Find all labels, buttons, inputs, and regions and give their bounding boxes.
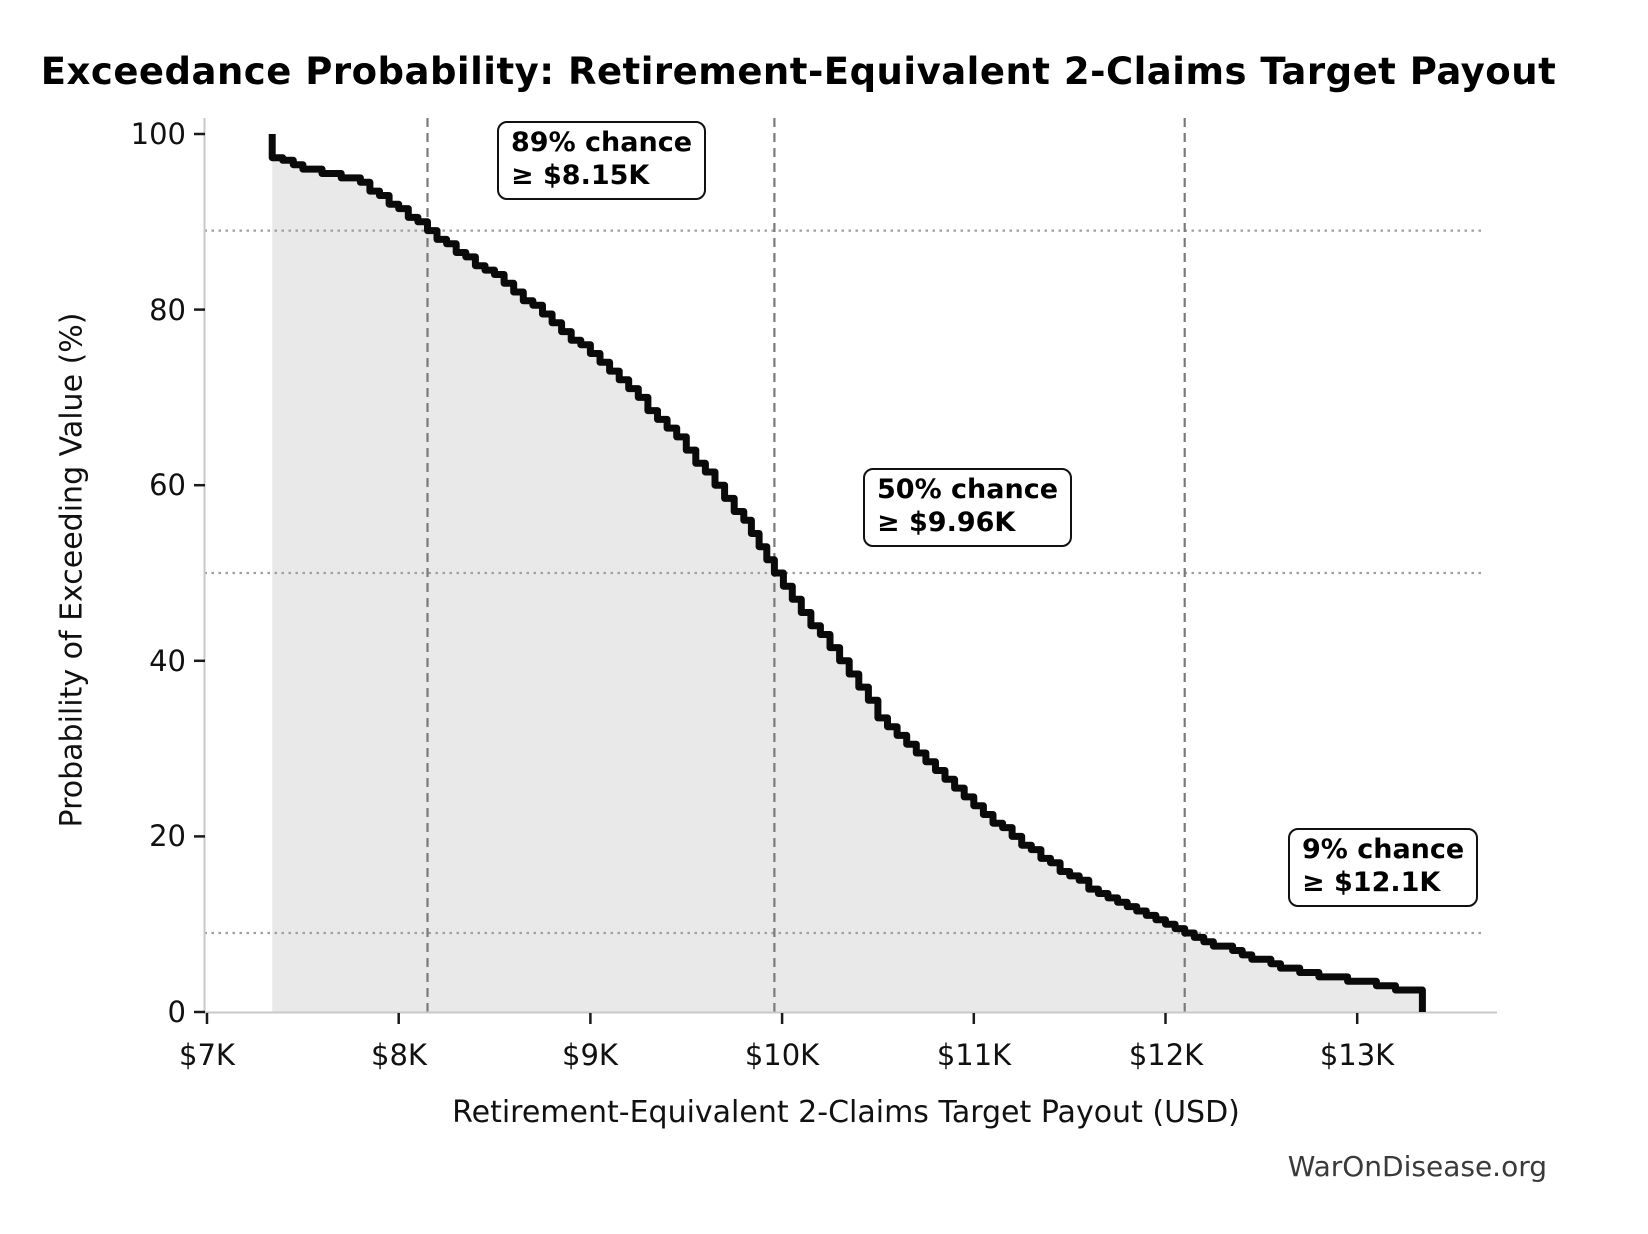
annotation-box-89pct: 89% chance ≥ $8.15K (497, 121, 707, 200)
annotation-line1: 89% chance (511, 127, 693, 158)
x-tick-label: $11K (936, 1038, 1012, 1072)
y-tick-label: 100 (130, 117, 186, 151)
annotation-line1: 50% chance (877, 474, 1059, 505)
x-tick-label: $8K (371, 1038, 427, 1072)
x-tick-label: $12K (1128, 1038, 1204, 1072)
y-tick-label: 60 (149, 468, 186, 502)
y-tick-label: 40 (149, 644, 186, 678)
x-axis-title: Retirement-Equivalent 2-Claims Target Pa… (452, 1095, 1240, 1130)
x-tick-label: $13K (1319, 1038, 1395, 1072)
annotation-box-50pct: 50% chance ≥ $9.96K (863, 468, 1073, 547)
y-tick-label: 20 (149, 819, 186, 853)
y-tick-label: 80 (149, 293, 186, 327)
x-tick-label: $10K (744, 1038, 820, 1072)
exceedance-fill-area (272, 134, 1423, 1012)
x-tick-label: $9K (562, 1038, 618, 1072)
annotation-line2: ≥ $9.96K (877, 507, 1016, 538)
annotation-box-9pct: 9% chance ≥ $12.1K (1288, 828, 1479, 907)
exceedance-curve (268, 134, 1426, 1012)
annotation-line1: 9% chance (1302, 834, 1465, 865)
watermark-text: WarOnDisease.org (1287, 1150, 1547, 1183)
annotation-line2: ≥ $12.1K (1302, 867, 1441, 898)
y-tick-label: 0 (167, 995, 186, 1029)
annotation-line2: ≥ $8.15K (511, 160, 650, 191)
x-tick-label: $7K (179, 1038, 235, 1072)
y-axis-title: Probability of Exceeding Value (%) (54, 312, 90, 828)
chart-title: Exceedance Probability: Retirement-Equiv… (40, 50, 1557, 93)
